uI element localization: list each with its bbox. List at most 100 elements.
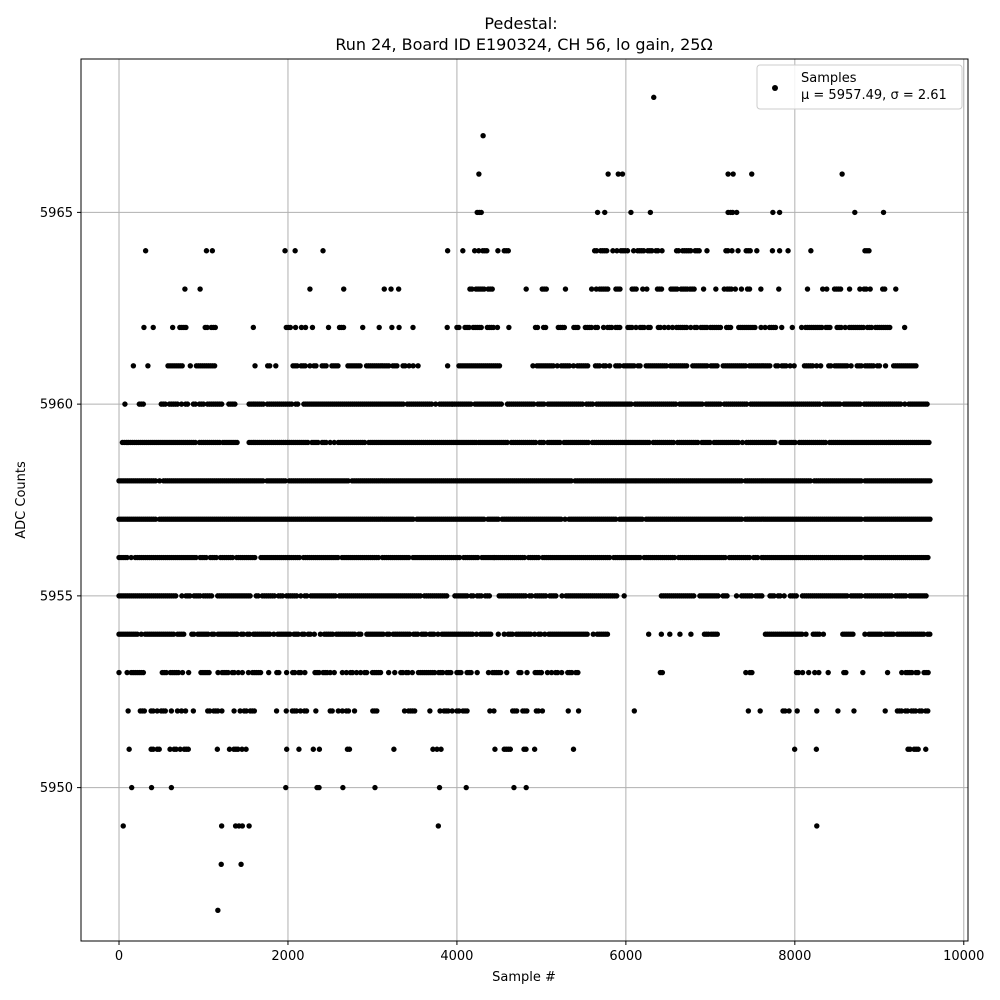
plot-frame: [80, 58, 969, 942]
data-point: [647, 324, 653, 331]
data-point: [846, 286, 853, 292]
data-point: [405, 669, 411, 676]
data-point: [376, 324, 382, 331]
data-point: [535, 708, 542, 714]
data-point: [436, 784, 443, 791]
data-point: [559, 593, 565, 599]
data-point: [637, 363, 643, 369]
data-point: [722, 554, 728, 561]
data-point: [375, 554, 382, 561]
data-point: [239, 823, 246, 829]
data-point: [464, 593, 470, 599]
data-point: [162, 401, 169, 407]
data-point: [827, 324, 833, 331]
data-point: [212, 324, 219, 331]
data-point: [327, 669, 333, 676]
data-point: [125, 708, 131, 714]
data-point: [925, 708, 931, 714]
data-point: [535, 554, 542, 561]
data-point: [550, 363, 556, 369]
data-point: [793, 593, 800, 599]
data-point: [287, 631, 293, 637]
data-point: [283, 746, 290, 752]
data-point: [657, 324, 664, 331]
data-point: [570, 363, 577, 369]
data-point: [658, 286, 665, 292]
data-point: [294, 363, 300, 369]
data-point: [924, 401, 930, 407]
data-point: [794, 708, 800, 714]
data-point: [594, 324, 601, 331]
data-point: [307, 363, 313, 369]
data-point: [417, 593, 424, 599]
data-point: [663, 363, 670, 369]
data-point: [311, 631, 318, 637]
data-point: [898, 401, 904, 407]
data-point: [492, 746, 498, 752]
data-point: [647, 209, 654, 216]
data-point: [374, 708, 380, 714]
data-point: [294, 593, 300, 599]
data-point: [645, 631, 652, 637]
data-point: [267, 363, 273, 369]
data-point: [276, 669, 282, 676]
data-point: [749, 171, 755, 177]
data-point: [714, 631, 720, 637]
data-point: [588, 286, 595, 292]
data-point: [402, 363, 408, 369]
data-point: [339, 669, 346, 676]
data-point: [619, 171, 626, 177]
data-point: [496, 363, 503, 369]
data-point: [637, 554, 643, 561]
data-point: [770, 209, 776, 216]
data-point: [392, 669, 398, 676]
data-point: [758, 286, 764, 292]
data-point: [639, 516, 645, 522]
data-point: [267, 631, 273, 637]
data-point: [655, 248, 661, 254]
data-point: [542, 631, 548, 637]
legend: Samples μ = 5957.49, σ = 2.61: [756, 64, 963, 110]
data-point: [251, 708, 258, 714]
data-point: [349, 669, 356, 676]
data-point: [858, 363, 864, 369]
data-point: [725, 171, 731, 177]
data-point: [839, 171, 845, 177]
legend-stats-mean: μ = 5957.49,: [801, 88, 890, 103]
data-point: [594, 209, 601, 216]
data-point: [777, 593, 783, 599]
data-point: [843, 669, 849, 676]
data-point: [401, 708, 408, 714]
data-point: [437, 708, 443, 714]
data-point: [478, 324, 484, 331]
data-point: [489, 286, 495, 292]
data-point: [237, 708, 243, 714]
data-point: [363, 669, 370, 676]
data-point: [605, 171, 611, 177]
data-point: [816, 669, 822, 676]
data-point: [169, 324, 176, 331]
data-point: [302, 324, 309, 331]
data-point: [903, 593, 909, 599]
data-point: [927, 631, 933, 637]
data-point: [394, 363, 400, 369]
data-point: [665, 324, 672, 331]
data-point: [866, 248, 872, 254]
data-point: [727, 324, 734, 331]
data-point: [154, 708, 160, 714]
data-point: [128, 554, 134, 561]
data-point: [340, 784, 346, 791]
data-point: [799, 669, 806, 676]
data-point: [192, 439, 199, 446]
data-point: [191, 631, 197, 637]
data-point: [456, 554, 463, 561]
data-point: [469, 631, 476, 637]
data-point: [742, 363, 749, 369]
data-point: [173, 593, 179, 599]
data-point: [882, 363, 889, 369]
data-point: [438, 746, 444, 752]
data-point: [887, 324, 893, 331]
data-point: [850, 631, 856, 637]
data-point: [646, 439, 652, 446]
data-point: [554, 669, 561, 676]
